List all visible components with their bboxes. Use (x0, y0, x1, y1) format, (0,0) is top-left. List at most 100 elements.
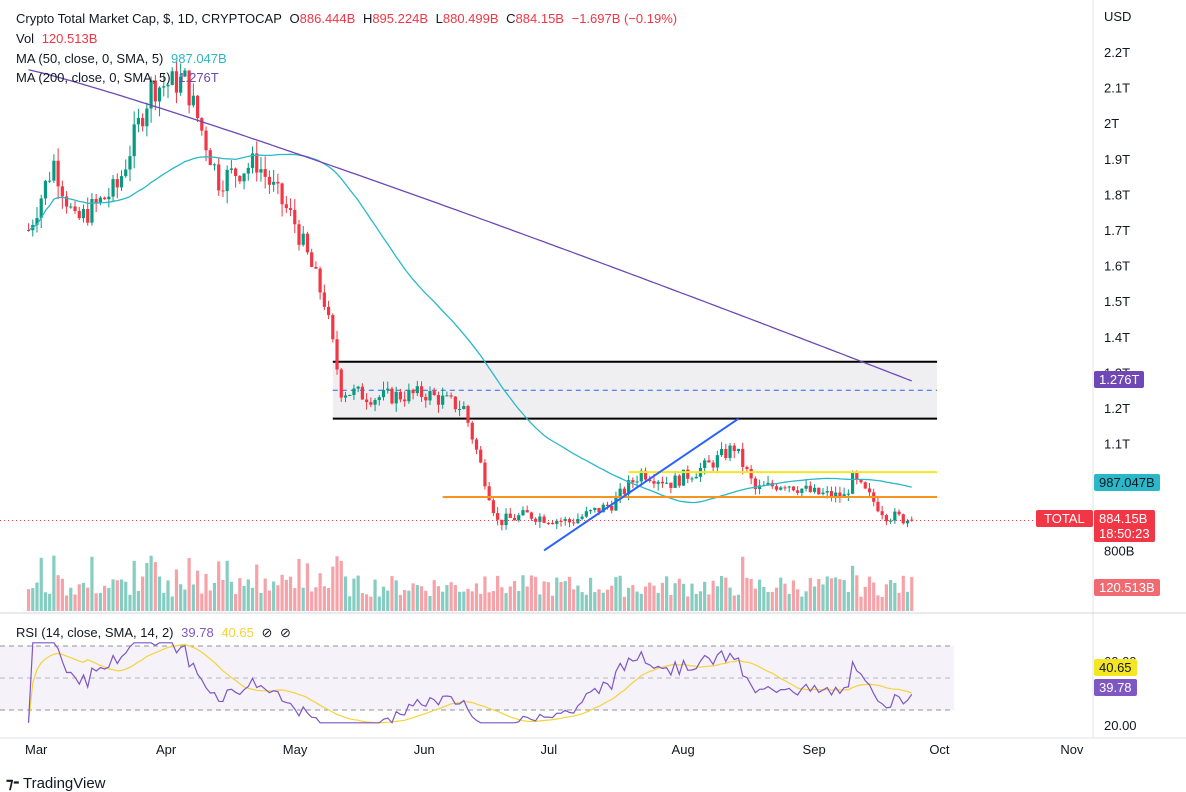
volume-bar (377, 596, 381, 611)
candle-body (901, 514, 905, 524)
candle-body (779, 487, 783, 490)
candle-body (677, 475, 681, 486)
candle-body (639, 470, 643, 482)
candle-body (64, 196, 69, 207)
eye-off-icon[interactable]: ⊘ (261, 625, 273, 640)
candle-body (588, 510, 593, 512)
symbol-title[interactable]: Crypto Total Market Cap, $, 1D, CRYPTOCA… (16, 11, 282, 26)
candle-body (690, 478, 694, 480)
candle-body (470, 422, 474, 440)
volume-bar (212, 582, 217, 611)
ma50-label[interactable]: MA (50, close, 0, SMA, 5) (16, 51, 164, 66)
time-tick-label: Oct (929, 742, 950, 757)
candle-body (81, 208, 86, 219)
candle-body (648, 479, 652, 482)
candle-body (796, 490, 800, 493)
volume-bar (479, 593, 483, 611)
ma200-label[interactable]: MA (200, close, 0, SMA, 5) (16, 70, 171, 85)
volume-bar (555, 577, 559, 611)
candle-body (103, 197, 107, 200)
candle-body (783, 487, 787, 489)
candle-body (441, 395, 445, 405)
time-tick-label: Aug (672, 742, 695, 757)
volume-bar (576, 585, 580, 611)
candle-body (512, 517, 517, 521)
candle-body (741, 448, 745, 467)
time-axis[interactable]: Mar Apr May Jun Jul Aug Sep Oct Nov (25, 742, 1084, 757)
volume-bar (98, 592, 102, 611)
candle-body (686, 469, 690, 479)
candle-body (576, 518, 580, 524)
volume-bar (474, 583, 479, 611)
volume-bar (432, 580, 436, 611)
close-value: 884.15B (515, 11, 564, 26)
volume-bar (500, 587, 504, 611)
volume-bar (546, 582, 550, 611)
range-box[interactable] (332, 360, 938, 420)
volume-bar (825, 576, 829, 611)
candle-body (821, 492, 825, 495)
volume-bar (183, 589, 187, 611)
volume-bar (601, 592, 605, 611)
rsi-label[interactable]: RSI (14, close, SMA, 14, 2) (16, 625, 174, 640)
candle-body (204, 130, 208, 151)
rsi-ma-line (27, 643, 912, 724)
volume-bar (64, 595, 69, 611)
price-tick-label: 1.6T (1104, 259, 1130, 274)
candle-body (288, 208, 293, 210)
eye-off-icon-2[interactable]: ⊘ (280, 625, 291, 640)
price-axis[interactable]: 2.2T2.1T2T1.9T1.8T1.7T1.6T1.5T1.4T1.3T1.… (1104, 45, 1134, 558)
candle-body (652, 481, 656, 484)
candle-body (381, 389, 386, 398)
candle-body (850, 472, 855, 494)
volume-bar (567, 576, 572, 611)
candle-body (132, 124, 136, 157)
candle-body (69, 206, 73, 208)
candle-body (525, 510, 529, 513)
candle-body (563, 519, 567, 521)
candle-body (829, 491, 834, 498)
volume-bar (107, 587, 111, 611)
candle-body (183, 70, 187, 77)
volume-bar (504, 593, 508, 611)
volume-bar (462, 591, 466, 611)
candle-body (618, 488, 622, 497)
volume-bar (800, 596, 804, 611)
ma200-price-tag: 1.276T (1094, 371, 1145, 388)
candle-body (457, 409, 462, 411)
candle-body (855, 472, 859, 480)
candle-body (703, 460, 707, 468)
candle-body (153, 80, 157, 102)
candle-body (124, 169, 128, 177)
ma200-value: 1.276T (178, 70, 219, 85)
candle-body (745, 466, 749, 470)
volume-label[interactable]: Vol (16, 31, 35, 46)
candle-body (462, 406, 466, 410)
candle-body (635, 481, 639, 483)
volume-bar (867, 576, 872, 611)
low-value: 880.499B (442, 11, 499, 26)
price-tick-label: 1.1T (1104, 437, 1130, 452)
volume-bar (162, 592, 166, 611)
candle-body (550, 522, 555, 524)
drawings[interactable] (0, 417, 1093, 552)
candle-body (804, 485, 808, 489)
candle-body (225, 169, 229, 192)
volume-bar (403, 590, 407, 611)
candle-body (910, 519, 914, 521)
candle-body (521, 510, 525, 516)
ma50-legend: MA (50, close, 0, SMA, 5) 987.047B (16, 51, 231, 66)
candle-body (179, 76, 183, 93)
open-value: 886.444B (299, 11, 356, 26)
volume-bar (681, 583, 686, 611)
candle-body (26, 230, 31, 231)
volume-bar (153, 562, 157, 611)
volume-bar (208, 590, 212, 611)
volume-bar (834, 577, 838, 611)
symbol-tag: TOTAL (1036, 510, 1093, 527)
volume-bar (115, 580, 119, 611)
volume-bar (711, 580, 715, 611)
volume-bar (348, 596, 352, 611)
tradingview-logo[interactable]: ⁊⁃ TradingView (6, 774, 106, 792)
